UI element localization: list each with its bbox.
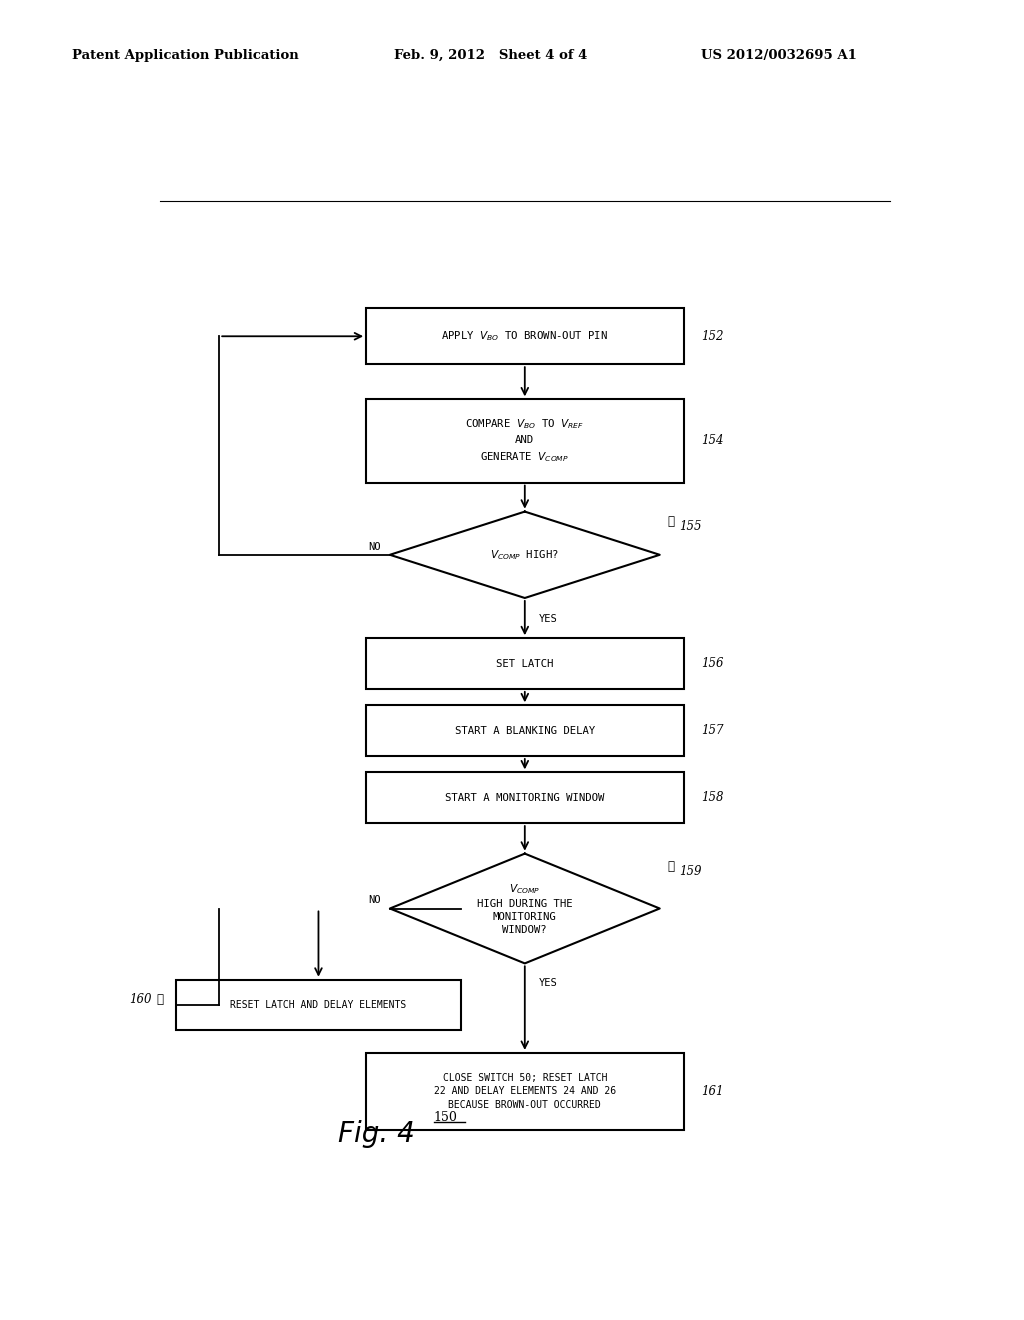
Text: 152: 152 — [701, 330, 724, 343]
Text: START A BLANKING DELAY: START A BLANKING DELAY — [455, 726, 595, 735]
Text: NO: NO — [368, 541, 380, 552]
Text: NO: NO — [368, 895, 380, 906]
Bar — [367, 705, 684, 756]
Text: $V_{COMP}$
HIGH DURING THE
MONITORING
WINDOW?: $V_{COMP}$ HIGH DURING THE MONITORING WI… — [477, 882, 572, 935]
Text: YES: YES — [539, 614, 558, 624]
Text: 150: 150 — [433, 1111, 458, 1125]
Text: APPLY $V_{BO}$ TO BROWN-OUT PIN: APPLY $V_{BO}$ TO BROWN-OUT PIN — [441, 330, 608, 343]
Polygon shape — [390, 512, 659, 598]
Text: START A MONITORING WINDOW: START A MONITORING WINDOW — [445, 793, 604, 803]
Text: SET LATCH: SET LATCH — [496, 659, 554, 668]
Text: ⌣: ⌣ — [157, 994, 164, 1006]
Text: 155: 155 — [680, 520, 702, 533]
Text: US 2012/0032695 A1: US 2012/0032695 A1 — [701, 49, 857, 62]
Bar — [367, 399, 684, 483]
Text: $V_{COMP}$ HIGH?: $V_{COMP}$ HIGH? — [490, 548, 559, 562]
Text: CLOSE SWITCH 50; RESET LATCH
22 AND DELAY ELEMENTS 24 AND 26
BECAUSE BROWN-OUT O: CLOSE SWITCH 50; RESET LATCH 22 AND DELA… — [434, 1073, 615, 1110]
Text: Patent Application Publication: Patent Application Publication — [72, 49, 298, 62]
Text: 160: 160 — [129, 994, 152, 1006]
Text: 161: 161 — [701, 1085, 724, 1098]
Text: 156: 156 — [701, 657, 724, 671]
Text: 158: 158 — [701, 791, 724, 804]
Text: 159: 159 — [680, 866, 702, 878]
Text: ⌣: ⌣ — [668, 515, 675, 528]
Text: Fig. 4: Fig. 4 — [338, 1121, 415, 1148]
Bar — [176, 979, 461, 1031]
Text: Feb. 9, 2012   Sheet 4 of 4: Feb. 9, 2012 Sheet 4 of 4 — [394, 49, 588, 62]
Bar — [367, 1053, 684, 1130]
Polygon shape — [390, 854, 659, 964]
Text: 154: 154 — [701, 434, 724, 447]
Bar — [367, 638, 684, 689]
Text: YES: YES — [539, 978, 558, 987]
Bar — [367, 309, 684, 364]
Text: COMPARE $V_{BO}$ TO $V_{REF}$
AND
GENERATE $V_{COMP}$: COMPARE $V_{BO}$ TO $V_{REF}$ AND GENERA… — [465, 417, 585, 465]
Bar — [367, 772, 684, 824]
Text: ⌣: ⌣ — [668, 861, 675, 874]
Text: RESET LATCH AND DELAY ELEMENTS: RESET LATCH AND DELAY ELEMENTS — [230, 1001, 407, 1010]
Text: 157: 157 — [701, 725, 724, 737]
